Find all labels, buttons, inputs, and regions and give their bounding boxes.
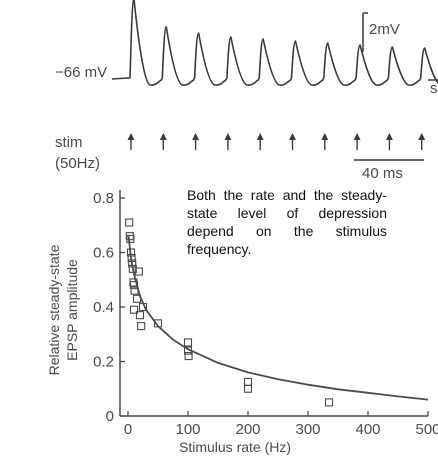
stim-arrow: [321, 133, 329, 150]
data-point: [137, 322, 146, 331]
stim-arrow: [224, 133, 232, 150]
data-point: [125, 218, 134, 227]
y-tick-label: 0.2: [93, 354, 114, 371]
chart-axes: [119, 190, 428, 417]
data-point: [183, 338, 193, 347]
data-point: [132, 294, 142, 303]
data-point: [129, 281, 139, 290]
stim-label: stim: [55, 134, 83, 151]
data-point: [138, 302, 148, 312]
data-point: [128, 259, 137, 268]
stim-arrow: [256, 133, 264, 150]
stim-arrows: [127, 133, 426, 150]
data-point: [130, 286, 139, 295]
x-tick-label: 0: [124, 421, 132, 438]
stim-arrow: [192, 133, 200, 150]
stim-rate-label: (50Hz): [55, 155, 101, 172]
data-point: [243, 384, 253, 393]
y-tick-label: 0.4: [93, 299, 114, 316]
stim-arrow: [418, 133, 426, 150]
edge-fragment: s: [430, 80, 438, 97]
data-points: [125, 218, 334, 407]
data-point: [153, 319, 163, 328]
data-point: [127, 253, 136, 262]
epsp-trace: [111, 0, 438, 86]
baseline-label: −66 mV: [55, 64, 108, 81]
data-point: [183, 346, 193, 355]
data-point: [129, 278, 138, 287]
x-tick-label: 200: [235, 421, 260, 438]
annotation-text: Both the rate and the steady-state level…: [187, 187, 387, 257]
data-point: [125, 232, 134, 241]
y-tick-label: 0.8: [93, 190, 114, 207]
data-point: [243, 377, 253, 386]
data-point: [135, 311, 145, 320]
data-point: [184, 351, 193, 361]
x-tick-label: 100: [175, 421, 200, 438]
y-axis-label-line1: Relative steady-state: [46, 244, 62, 376]
stim-arrow: [353, 133, 361, 150]
y-tick-label: 0: [106, 408, 114, 425]
data-point: [134, 267, 143, 276]
x-tick-label: 400: [355, 421, 380, 438]
y-axis-label-line2: EPSP amplitude: [64, 259, 80, 361]
data-point: [126, 234, 135, 243]
chart-ticks: 0 100 200 300 400 500 0 0.2 0.4 0.6 0.8: [93, 190, 438, 438]
x-axis-label: Stimulus rate (Hz): [179, 439, 292, 455]
fit-curve: [127, 236, 429, 401]
scale-time-label: 40 ms: [362, 165, 403, 182]
data-point: [128, 264, 137, 273]
x-tick-label: 500: [415, 421, 438, 438]
data-point: [129, 305, 139, 314]
x-tick-label: 300: [295, 421, 320, 438]
stim-arrow: [127, 133, 135, 150]
stim-arrow: [289, 133, 296, 150]
stim-arrow: [385, 133, 393, 150]
scale-voltage-label: 2mV: [369, 21, 400, 38]
y-tick-label: 0.6: [93, 245, 114, 262]
data-point: [126, 248, 136, 257]
data-point: [324, 398, 334, 407]
stim-arrow: [159, 133, 167, 150]
